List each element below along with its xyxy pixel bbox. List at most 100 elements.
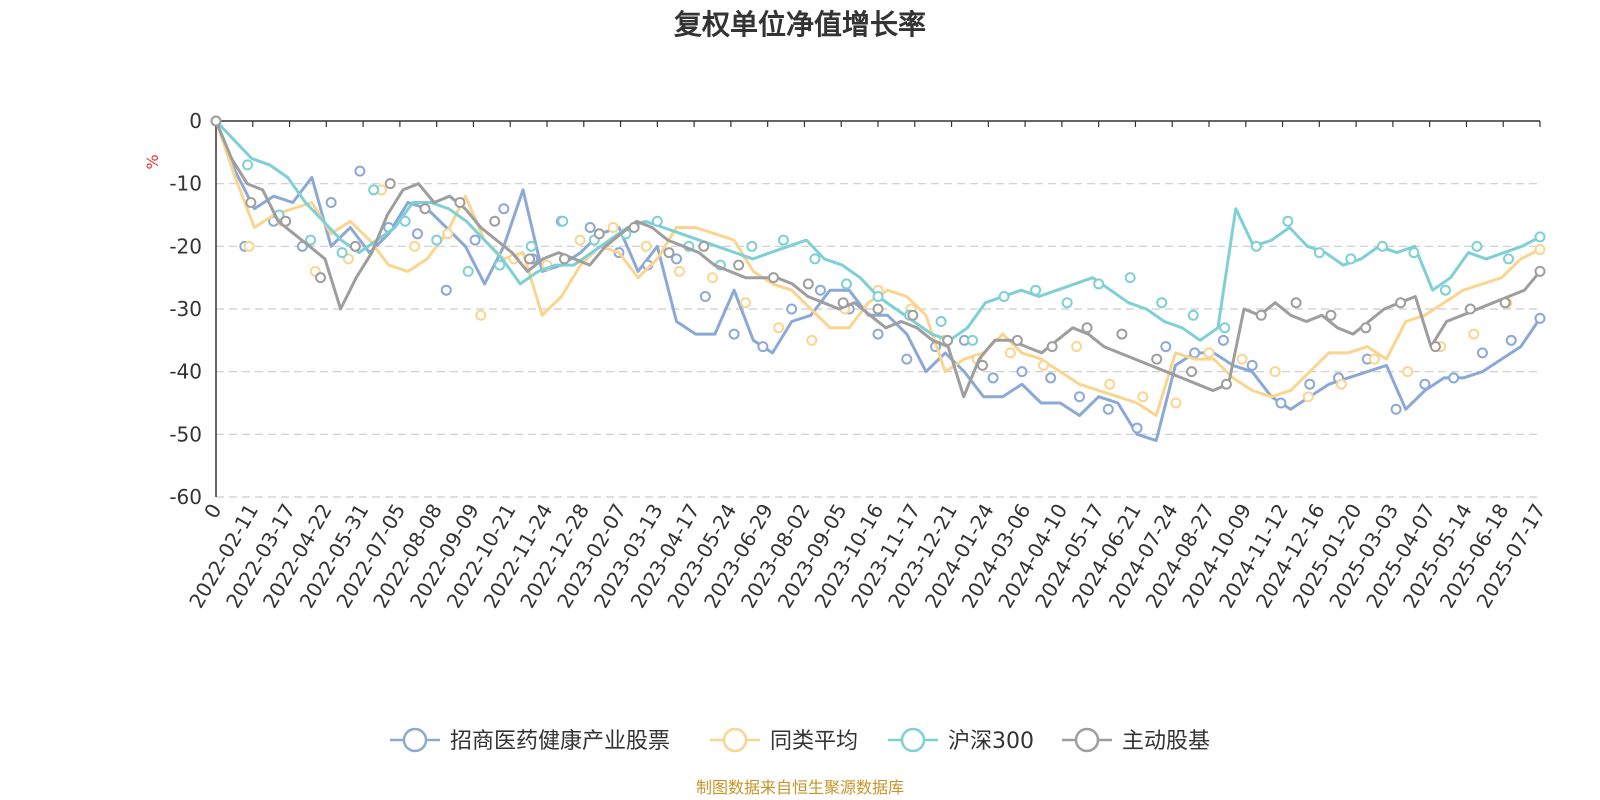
series-marker <box>1335 378 1347 390</box>
series-marker <box>733 259 745 271</box>
series-marker <box>1275 397 1287 409</box>
y-tick-label: -40 <box>169 360 202 384</box>
series-marker <box>1016 366 1028 378</box>
series-marker <box>1187 309 1199 321</box>
series-marker <box>773 322 785 334</box>
series-marker <box>494 259 506 271</box>
series-marker <box>1395 297 1407 309</box>
legend-label: 同类平均 <box>770 729 858 754</box>
series-marker <box>786 303 798 315</box>
series-marker <box>728 328 740 340</box>
series-marker <box>469 234 481 246</box>
series-marker <box>1170 397 1182 409</box>
series-marker <box>442 228 454 240</box>
series-marker <box>1038 359 1049 371</box>
series-marker <box>1360 322 1372 334</box>
series-marker <box>1282 215 1294 227</box>
series-marker <box>1390 403 1402 415</box>
legend-item[interactable]: 招商医药健康产业股票 <box>390 727 670 754</box>
series-line <box>214 119 1542 443</box>
series-marker <box>1255 309 1267 321</box>
series-marker <box>558 253 570 265</box>
x-tick-label: 0 <box>199 500 226 523</box>
series-marker <box>1408 247 1420 259</box>
series-marker <box>814 284 826 296</box>
series-marker <box>935 316 947 328</box>
series-marker <box>1104 378 1116 390</box>
series-marker <box>840 278 852 290</box>
series-marker <box>673 265 685 277</box>
series-marker <box>942 334 954 346</box>
series-marker <box>1137 391 1149 403</box>
series-marker <box>440 284 452 296</box>
axes: 0-10-20-30-40-50-6002022-02-112022-03-17… <box>169 109 1550 612</box>
legend-marker <box>900 727 926 753</box>
series-marker <box>1534 312 1546 324</box>
series-marker <box>1102 403 1114 415</box>
series-marker <box>411 228 423 240</box>
series-marker <box>987 372 999 384</box>
series-marker <box>349 240 361 252</box>
legend[interactable]: 招商医药健康产业股票 同类平均 沪深300 主动股基 <box>390 727 1210 754</box>
series-marker <box>462 265 474 277</box>
series-marker <box>1313 247 1325 259</box>
series-marker <box>489 215 501 227</box>
series-marker <box>1220 378 1232 390</box>
series-marker <box>628 222 640 234</box>
series-marker <box>1011 334 1023 346</box>
series-marker <box>1186 366 1198 378</box>
series-marker <box>1250 240 1262 252</box>
series-marker <box>872 328 884 340</box>
series-marker <box>1116 328 1128 340</box>
series-marker <box>1124 272 1136 284</box>
series-marker <box>1160 341 1172 353</box>
series-marker <box>243 240 255 252</box>
series-marker <box>475 309 487 321</box>
series-marker <box>802 278 814 290</box>
series-marker <box>777 234 789 246</box>
series-marker <box>1156 297 1168 309</box>
legend-item[interactable]: 同类平均 <box>710 727 858 754</box>
series-marker <box>1439 284 1451 296</box>
series-marker <box>1429 341 1441 353</box>
series-marker <box>671 253 683 265</box>
series-marker <box>305 234 317 246</box>
chart-title: 复权单位净值增长率 <box>674 8 926 41</box>
series-marker <box>1030 284 1042 296</box>
series-marker <box>1073 391 1085 403</box>
series-marker <box>574 234 586 246</box>
series-marker <box>557 215 569 227</box>
series-marker <box>1219 322 1231 334</box>
series-marker <box>1246 359 1258 371</box>
series-marker <box>1419 378 1431 390</box>
legend-item[interactable]: 沪深300 <box>888 727 1034 754</box>
series-marker <box>1081 322 1093 334</box>
series-marker <box>1131 422 1143 434</box>
series-marker <box>1269 366 1281 378</box>
y-tick-label: -30 <box>169 297 202 321</box>
series-marker <box>967 334 979 346</box>
series-marker <box>746 240 758 252</box>
series-marker <box>998 290 1010 302</box>
series-marker <box>342 253 354 265</box>
series-marker <box>498 203 510 215</box>
source-note: 制图数据来自恒生聚源数据库 <box>696 778 904 797</box>
series-marker <box>1217 334 1229 346</box>
series-marker <box>242 159 254 171</box>
series-marker <box>1189 347 1201 359</box>
series-marker <box>740 297 752 309</box>
series-marker <box>651 215 663 227</box>
series-marker <box>1093 278 1105 290</box>
legend-item[interactable]: 主动股基 <box>1062 727 1210 754</box>
series-marker <box>640 240 652 252</box>
series-marker <box>698 240 710 252</box>
series-marker <box>1369 353 1380 365</box>
series-marker <box>1304 378 1316 390</box>
series-marker <box>1534 243 1546 255</box>
legend-marker <box>402 727 428 753</box>
series-marker <box>1004 347 1016 359</box>
y-tick-label: 0 <box>189 109 202 133</box>
series-marker <box>419 203 431 215</box>
series-marker <box>872 303 884 315</box>
series-marker <box>907 309 919 321</box>
